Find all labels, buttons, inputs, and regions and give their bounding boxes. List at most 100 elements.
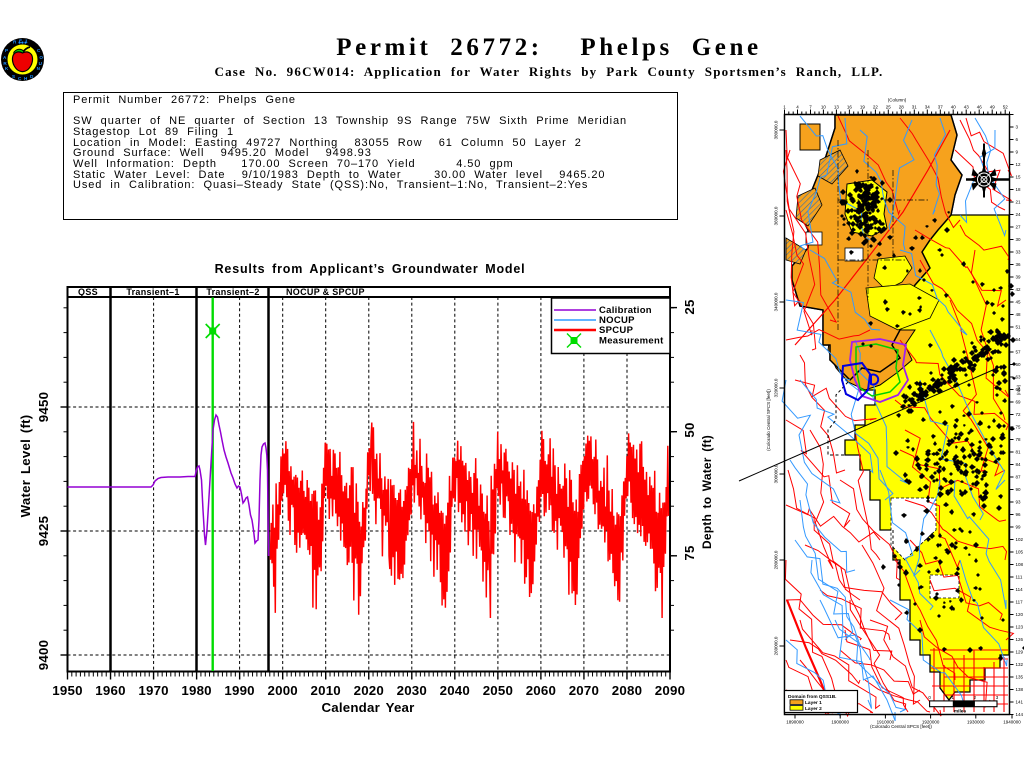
svg-text:2080: 2080 <box>612 683 642 698</box>
svg-text:9400: 9400 <box>36 640 51 670</box>
svg-text:2000: 2000 <box>268 683 298 698</box>
svg-text:60: 60 <box>1016 362 1022 367</box>
svg-text:135: 135 <box>1016 675 1024 680</box>
svg-text:16: 16 <box>847 105 853 110</box>
svg-text:C: C <box>37 48 41 53</box>
svg-text:10: 10 <box>821 105 827 110</box>
svg-text:6: 6 <box>1016 137 1019 142</box>
svg-text:24: 24 <box>1016 212 1022 217</box>
svg-text:33: 33 <box>1016 250 1022 255</box>
svg-text:37: 37 <box>938 105 944 110</box>
svg-text:Layer 1: Layer 1 <box>805 700 822 706</box>
svg-text:18: 18 <box>1016 187 1022 192</box>
svg-text:(Colorado Central SPCS [feet]): (Colorado Central SPCS [feet]) <box>766 389 771 451</box>
svg-text:1950: 1950 <box>52 683 82 698</box>
svg-text:42: 42 <box>1016 287 1022 292</box>
svg-text:138: 138 <box>1016 687 1024 692</box>
svg-text:A: A <box>3 55 7 60</box>
svg-text:Depth to Water (ft): Depth to Water (ft) <box>700 435 714 549</box>
svg-text:2060: 2060 <box>526 683 556 698</box>
svg-text:SPCUP: SPCUP <box>599 325 634 336</box>
svg-text:K: K <box>5 66 9 71</box>
svg-text:●●●: ●●● <box>18 40 27 46</box>
svg-text:1980: 1980 <box>181 683 211 698</box>
svg-text:1910000: 1910000 <box>877 720 895 725</box>
svg-text:7: 7 <box>809 105 812 110</box>
svg-text:43: 43 <box>964 105 970 110</box>
svg-text:1890000: 1890000 <box>786 720 804 725</box>
svg-text:3: 3 <box>996 695 999 700</box>
svg-text:9450: 9450 <box>36 392 51 422</box>
svg-text:45: 45 <box>1016 300 1022 305</box>
svg-text:1930000: 1930000 <box>967 720 985 725</box>
svg-text:E: E <box>19 39 22 44</box>
svg-text:108: 108 <box>1016 562 1024 567</box>
svg-text:34: 34 <box>925 105 931 110</box>
svg-text:3: 3 <box>1016 125 1019 130</box>
svg-text:84: 84 <box>1016 462 1022 467</box>
svg-text:NOCUP & SPCUP: NOCUP & SPCUP <box>286 287 365 297</box>
svg-text:(Colorado Central SPCS [fee: (Colorado Central SPCS [feet]) <box>870 724 932 729</box>
svg-text:46: 46 <box>977 105 983 110</box>
svg-text:66: 66 <box>1016 387 1022 392</box>
svg-text:117: 117 <box>1016 600 1024 605</box>
svg-text:(Column): (Column) <box>888 98 907 103</box>
svg-text:19: 19 <box>860 105 866 110</box>
svg-text:4: 4 <box>796 105 799 110</box>
svg-text:25: 25 <box>682 299 697 315</box>
svg-text:320000.0: 320000.0 <box>774 378 779 397</box>
svg-text:111: 111 <box>1016 575 1023 580</box>
svg-text:30: 30 <box>1016 237 1022 242</box>
svg-text:1: 1 <box>783 105 786 110</box>
svg-text:21: 21 <box>1016 200 1022 205</box>
svg-text:0: 0 <box>928 695 931 700</box>
svg-text:380000.0: 380000.0 <box>774 120 779 139</box>
svg-text:1990: 1990 <box>224 683 254 698</box>
svg-text:340000.0: 340000.0 <box>774 292 779 311</box>
svg-text:25: 25 <box>886 105 892 110</box>
svg-text:280000.0: 280000.0 <box>774 550 779 569</box>
svg-text:Results from Applicant’s Gr: Results from Applicant’s Groundwater Mod… <box>215 262 526 276</box>
svg-text:D: D <box>30 74 34 79</box>
svg-text:63: 63 <box>1016 375 1022 380</box>
svg-text:R: R <box>3 61 7 66</box>
svg-text:123: 123 <box>1016 625 1024 630</box>
svg-text:126: 126 <box>1016 637 1024 642</box>
svg-text:Domain from QSS1B.: Domain from QSS1B. <box>788 694 837 700</box>
svg-text:144: 144 <box>1016 712 1024 717</box>
svg-text:50: 50 <box>682 422 697 437</box>
svg-text:2030: 2030 <box>397 683 427 698</box>
svg-text:96: 96 <box>1016 512 1022 517</box>
svg-text:miles: miles <box>954 709 967 715</box>
svg-text:12: 12 <box>1016 162 1022 167</box>
svg-text:S: S <box>12 74 15 79</box>
svg-text:C: C <box>18 76 22 81</box>
svg-text:360000.0: 360000.0 <box>774 206 779 225</box>
svg-text:36: 36 <box>1016 262 1022 267</box>
svg-text:Layer 2: Layer 2 <box>805 706 822 712</box>
svg-text:31: 31 <box>912 105 918 110</box>
svg-text:52: 52 <box>1003 105 1009 110</box>
svg-text:NOCUP: NOCUP <box>599 315 635 326</box>
svg-text:O: O <box>39 55 43 60</box>
svg-text:39: 39 <box>1016 275 1022 280</box>
svg-text:1900000: 1900000 <box>831 720 849 725</box>
svg-text:49: 49 <box>990 105 996 110</box>
svg-text:300000.0: 300000.0 <box>774 464 779 483</box>
svg-text:51: 51 <box>1016 325 1022 330</box>
svg-text:1970: 1970 <box>138 683 168 698</box>
svg-text:129: 129 <box>1016 650 1024 655</box>
svg-text:114: 114 <box>1016 587 1024 592</box>
svg-text:N: N <box>37 66 41 71</box>
svg-text:54: 54 <box>1016 337 1022 342</box>
svg-text:260000.0: 260000.0 <box>774 636 779 655</box>
svg-text:90: 90 <box>1016 487 1022 492</box>
svg-text:81: 81 <box>1016 450 1022 455</box>
svg-text:69: 69 <box>1016 400 1022 405</box>
svg-text:40: 40 <box>951 105 957 110</box>
svg-text:1940000: 1940000 <box>1003 720 1021 725</box>
svg-text:1960: 1960 <box>95 683 125 698</box>
svg-text:102: 102 <box>1016 537 1024 542</box>
svg-text:1: 1 <box>952 695 955 700</box>
svg-text:U: U <box>39 61 43 66</box>
